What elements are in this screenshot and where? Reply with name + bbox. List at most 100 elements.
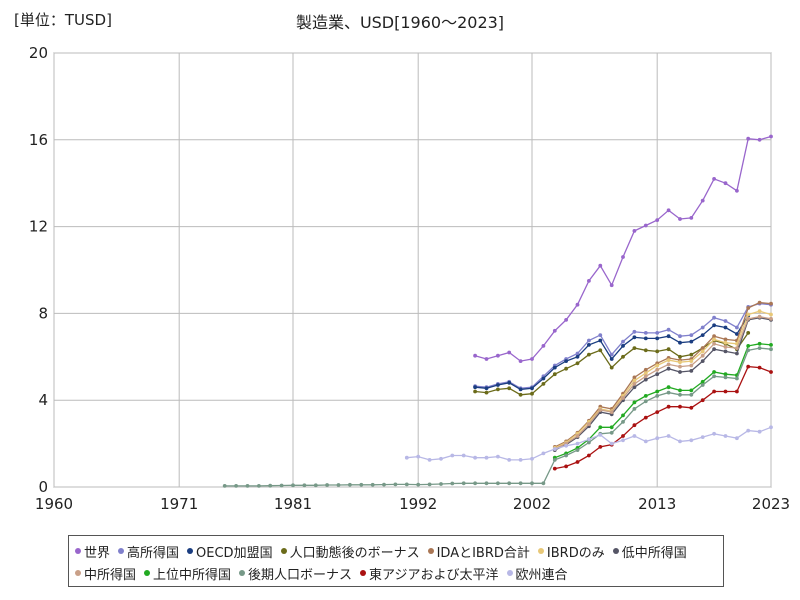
legend-item: 高所得国 — [118, 542, 179, 561]
legend-label: 高所得国 — [127, 545, 180, 561]
y-tick-label: 20 — [29, 44, 48, 62]
data-point — [746, 136, 751, 141]
data-point — [700, 379, 705, 384]
data-point — [473, 455, 477, 460]
data-point — [382, 482, 386, 487]
unit-label: [単位：TUSD] — [14, 11, 112, 29]
legend-label: 世界 — [84, 545, 111, 561]
legend-label: 東アジアおよび太平洋 — [369, 567, 499, 583]
data-point — [678, 439, 682, 444]
legend-item: 世界 — [75, 542, 110, 561]
data-point — [666, 362, 671, 367]
data-point — [222, 484, 227, 488]
data-point — [461, 481, 466, 486]
data-point — [678, 354, 682, 359]
data-point — [700, 353, 705, 358]
legend-label: 欧州連合 — [515, 567, 568, 583]
data-point — [279, 483, 284, 488]
data-point — [746, 348, 751, 353]
data-point — [643, 439, 648, 444]
data-point — [507, 350, 512, 355]
data-point — [473, 389, 477, 394]
data-point — [325, 483, 329, 487]
data-point — [564, 453, 568, 458]
legend-marker — [427, 548, 434, 554]
legend-label: OECD加盟国 — [196, 545, 273, 561]
data-point — [598, 333, 603, 337]
data-point — [712, 315, 716, 320]
data-point — [439, 456, 443, 461]
data-point — [257, 484, 261, 488]
data-point — [723, 434, 728, 438]
data-point — [723, 325, 728, 330]
data-point — [678, 217, 682, 221]
legend-item: 上位中所得国 — [144, 564, 231, 583]
data-point — [552, 365, 557, 370]
data-point — [564, 443, 568, 448]
data-point — [712, 389, 716, 394]
data-point — [609, 430, 614, 435]
data-point — [700, 359, 705, 363]
data-point — [655, 372, 660, 377]
data-point — [552, 372, 557, 377]
legend-marker — [118, 548, 125, 554]
x-tick-label: 2013 — [638, 495, 676, 513]
data-point — [541, 376, 546, 381]
data-point — [643, 223, 648, 228]
data-point — [609, 365, 614, 370]
data-point — [587, 343, 591, 347]
legend-row: 中所得国 上位中所得国 後期人口ボーナス 東アジアおよび太平洋 欧州連合 — [75, 562, 719, 584]
data-point — [757, 300, 762, 305]
series-東アジアおよび太平洋 — [552, 364, 773, 471]
data-point — [598, 338, 603, 343]
legend-label: 上位中所得国 — [153, 567, 232, 583]
data-point — [518, 458, 523, 462]
data-point — [678, 388, 682, 393]
data-point — [666, 334, 671, 339]
data-point — [689, 216, 694, 220]
data-point — [484, 357, 489, 361]
legend-item: IBRDのみ — [537, 542, 605, 561]
data-point — [655, 389, 660, 394]
legend-item: 低中所得国 — [612, 542, 687, 561]
series-後期人口ボーナス — [222, 346, 773, 488]
data-point — [746, 316, 751, 321]
legend: 世界 高所得国 OECD加盟国 人口動態後のボーナス IDAとIBRD合計 IBRDのみ低… — [68, 535, 724, 587]
data-point — [700, 383, 705, 387]
data-point — [461, 453, 466, 458]
legend-marker — [506, 570, 513, 576]
grid — [53, 52, 772, 488]
data-point — [496, 454, 500, 459]
data-point — [530, 357, 534, 361]
data-point — [689, 333, 694, 337]
data-point — [404, 455, 409, 460]
data-point — [575, 434, 580, 438]
data-point — [416, 454, 421, 459]
data-point — [746, 331, 751, 335]
data-point — [735, 389, 739, 394]
data-point — [689, 359, 694, 363]
data-point — [598, 445, 603, 449]
data-point — [757, 309, 762, 314]
data-point — [632, 423, 637, 428]
data-point — [598, 348, 603, 353]
data-point — [245, 484, 250, 488]
legend-label: IBRDのみ — [546, 545, 605, 561]
data-point — [757, 365, 762, 370]
data-point — [655, 394, 660, 398]
legend-marker — [75, 548, 81, 554]
legend-item: IDAとIBRD合計 — [427, 542, 530, 561]
data-point — [598, 408, 603, 412]
data-point — [564, 464, 568, 469]
data-point — [291, 483, 295, 488]
data-point — [518, 359, 523, 363]
series-line — [554, 310, 772, 449]
legend-marker — [144, 570, 151, 576]
data-point — [313, 483, 318, 488]
data-point — [735, 346, 739, 350]
data-point — [632, 329, 637, 334]
data-point — [632, 346, 637, 350]
data-point — [370, 482, 375, 487]
legend-marker — [360, 570, 367, 576]
data-point — [473, 385, 477, 390]
